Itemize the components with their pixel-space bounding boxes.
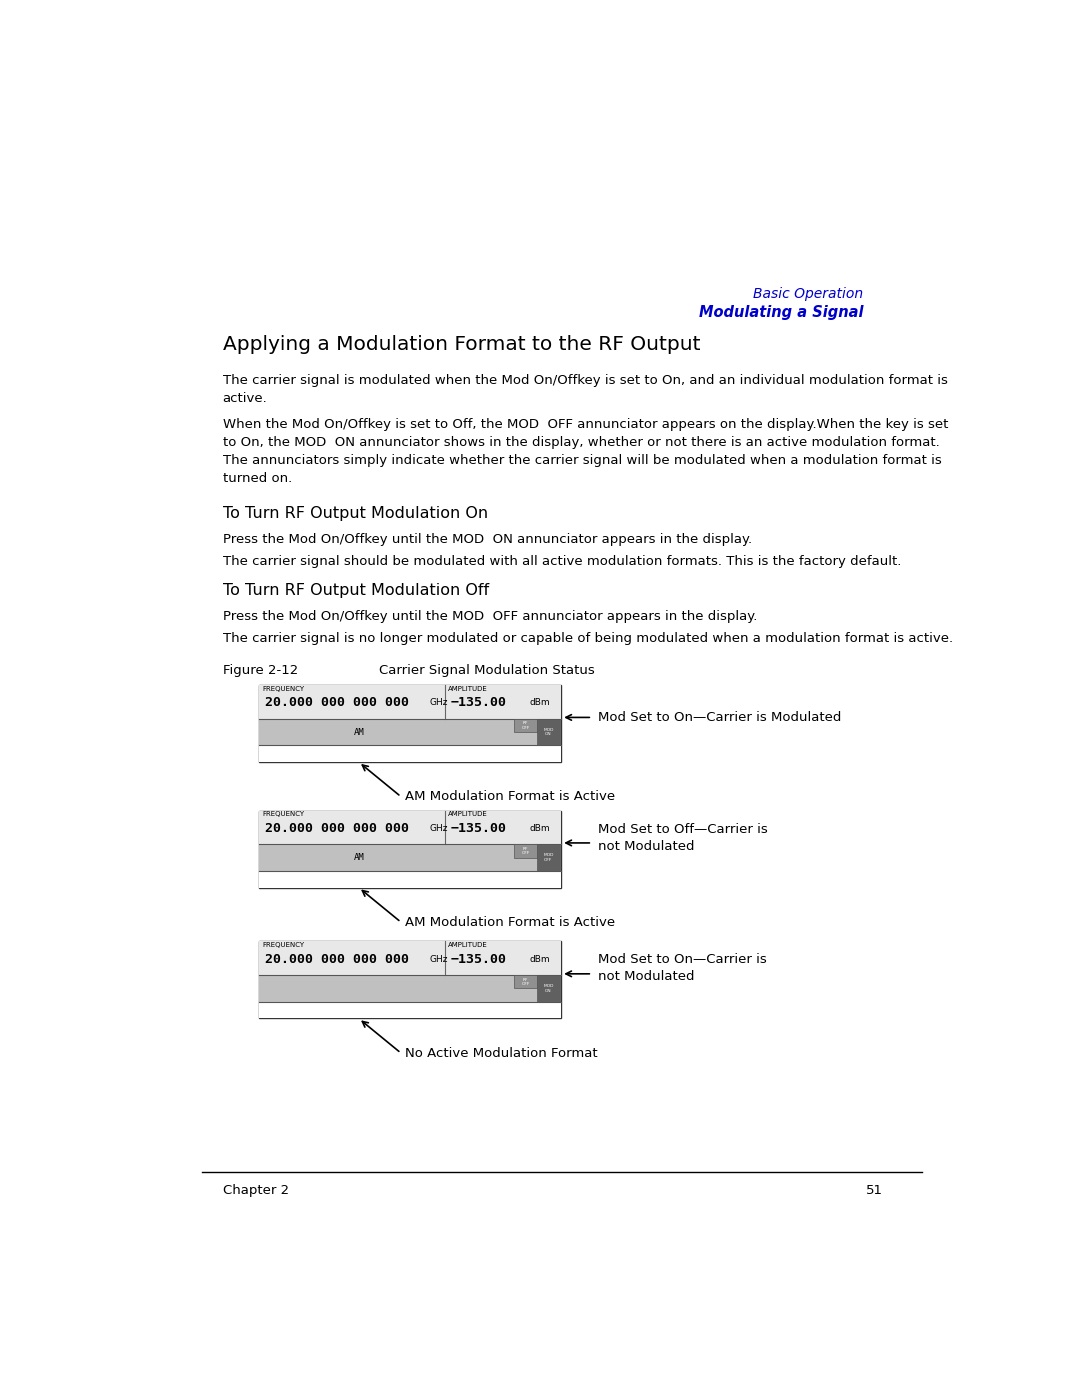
Text: AM Modulation Format is Active: AM Modulation Format is Active — [405, 916, 615, 929]
Text: AMPLITUDE: AMPLITUDE — [448, 942, 488, 949]
Bar — [259, 810, 562, 844]
Text: FREQUENCY: FREQUENCY — [262, 942, 305, 949]
Text: 51: 51 — [866, 1185, 882, 1197]
Text: RF
OFF: RF OFF — [522, 721, 530, 729]
Text: Mod Set to On—Carrier is
not Modulated: Mod Set to On—Carrier is not Modulated — [597, 953, 767, 983]
Text: Figure 2-12: Figure 2-12 — [222, 665, 298, 678]
Text: MOD
ON: MOD ON — [543, 985, 554, 993]
Bar — [537, 975, 559, 1002]
Bar — [259, 810, 562, 887]
Text: RF
OFF: RF OFF — [522, 978, 530, 986]
Text: To Turn RF Output Modulation On: To Turn RF Output Modulation On — [222, 507, 488, 521]
Text: Chapter 2: Chapter 2 — [222, 1185, 288, 1197]
Text: The carrier signal is modulated when the Mod On/Offkey is set to On, and an indi: The carrier signal is modulated when the… — [222, 374, 947, 405]
Text: Modulating a Signal: Modulating a Signal — [699, 305, 864, 320]
Bar — [514, 719, 537, 732]
Text: MOD
OFF: MOD OFF — [543, 854, 554, 862]
Bar — [537, 719, 559, 745]
Bar — [259, 685, 562, 719]
Text: AM: AM — [353, 854, 364, 862]
Text: GHz: GHz — [430, 954, 448, 964]
Bar — [514, 975, 537, 989]
Text: Basic Operation: Basic Operation — [754, 286, 864, 300]
Text: 20.000 000 000 000: 20.000 000 000 000 — [265, 821, 409, 835]
Text: Mod Set to Off—Carrier is
not Modulated: Mod Set to Off—Carrier is not Modulated — [597, 823, 768, 852]
Bar — [259, 1002, 562, 1018]
Bar — [259, 942, 562, 1018]
Text: dBm: dBm — [529, 698, 550, 707]
Bar — [259, 870, 562, 887]
Text: −135.00: −135.00 — [451, 821, 507, 835]
Text: Applying a Modulation Format to the RF Output: Applying a Modulation Format to the RF O… — [222, 335, 700, 355]
Text: Press the Mod On/Offkey until the MOD  ON annunciator appears in the display.: Press the Mod On/Offkey until the MOD ON… — [222, 534, 752, 546]
Text: −135.00: −135.00 — [451, 953, 507, 965]
Text: −135.00: −135.00 — [451, 696, 507, 710]
Text: GHz: GHz — [430, 698, 448, 707]
Bar — [259, 844, 562, 870]
Text: To Turn RF Output Modulation Off: To Turn RF Output Modulation Off — [222, 584, 488, 598]
Text: FREQUENCY: FREQUENCY — [262, 686, 305, 692]
Text: The carrier signal should be modulated with all active modulation formats. This : The carrier signal should be modulated w… — [222, 555, 901, 569]
Bar — [259, 719, 562, 745]
Text: Mod Set to On—Carrier is Modulated: Mod Set to On—Carrier is Modulated — [597, 711, 841, 724]
Text: dBm: dBm — [529, 824, 550, 833]
Text: Press the Mod On/Offkey until the MOD  OFF annunciator appears in the display.: Press the Mod On/Offkey until the MOD OF… — [222, 609, 757, 623]
Text: AM Modulation Format is Active: AM Modulation Format is Active — [405, 791, 615, 803]
Text: 20.000 000 000 000: 20.000 000 000 000 — [265, 696, 409, 710]
Text: dBm: dBm — [529, 954, 550, 964]
Bar — [537, 844, 559, 870]
Bar — [514, 844, 537, 858]
Text: The carrier signal is no longer modulated or capable of being modulated when a m: The carrier signal is no longer modulate… — [222, 631, 953, 645]
Text: When the Mod On/Offkey is set to Off, the MOD  OFF annunciator appears on the di: When the Mod On/Offkey is set to Off, th… — [222, 418, 948, 485]
Text: GHz: GHz — [430, 824, 448, 833]
Text: 20.000 000 000 000: 20.000 000 000 000 — [265, 953, 409, 965]
Bar — [259, 685, 562, 763]
Text: FREQUENCY: FREQUENCY — [262, 812, 305, 817]
Text: RF
OFF: RF OFF — [522, 847, 530, 855]
Text: MOD
ON: MOD ON — [543, 728, 554, 736]
Text: No Active Modulation Format: No Active Modulation Format — [405, 1046, 597, 1060]
Bar — [259, 975, 562, 1002]
Text: AMPLITUDE: AMPLITUDE — [448, 686, 488, 692]
Bar — [259, 942, 562, 975]
Text: AM: AM — [353, 728, 364, 736]
Bar — [259, 745, 562, 763]
Text: Carrier Signal Modulation Status: Carrier Signal Modulation Status — [379, 665, 595, 678]
Text: AMPLITUDE: AMPLITUDE — [448, 812, 488, 817]
